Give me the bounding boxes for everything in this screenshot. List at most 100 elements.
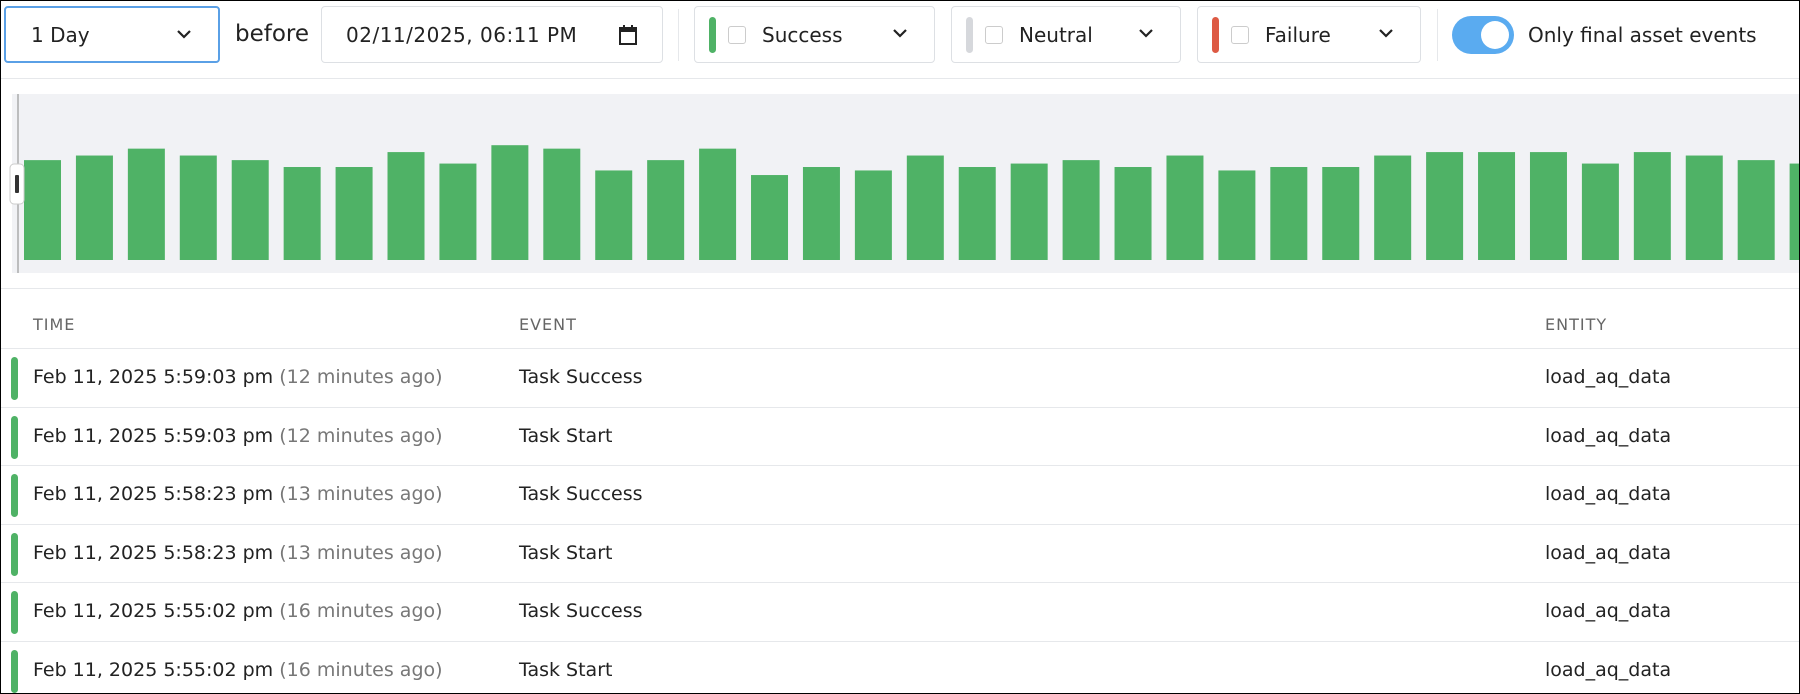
timestamp: Feb 11, 2025 5:59:03 pm xyxy=(33,366,274,388)
timeline-bar xyxy=(1529,152,1567,260)
time-cell: Feb 11, 2025 5:58:23 pm (13 minutes ago) xyxy=(33,483,443,505)
timeline-bar xyxy=(1737,160,1775,260)
toggle-label: Only final asset events xyxy=(1528,23,1757,47)
timeline-bar xyxy=(595,170,633,260)
timeline-bar xyxy=(1685,155,1723,260)
chevron xyxy=(893,29,907,38)
relative-time: (16 minutes ago) xyxy=(279,659,443,681)
timeline-bar xyxy=(854,170,892,260)
column-header: EVENT xyxy=(519,315,577,334)
timeline-bar xyxy=(127,148,165,260)
entity-cell: load_aq_data xyxy=(1545,541,1672,564)
timeline-bar xyxy=(958,167,996,260)
event-row[interactable]: Feb 11, 2025 5:59:03 pm (12 minutes ago)… xyxy=(1,406,1799,466)
timeline-bar xyxy=(906,155,944,260)
divider xyxy=(1437,9,1438,61)
timeline-bar xyxy=(335,167,373,260)
chevron xyxy=(1379,29,1393,38)
status-stripe xyxy=(11,650,18,693)
filter-failure[interactable]: Failure xyxy=(1197,6,1421,63)
status-stripe xyxy=(11,357,18,400)
timeline-bar xyxy=(1322,167,1360,260)
timeline-bar xyxy=(1581,163,1619,260)
event-cell: Task Start xyxy=(519,659,613,681)
checkbox[interactable] xyxy=(1231,25,1249,44)
event-cell: Task Start xyxy=(519,541,613,564)
relative-time: (12 minutes ago) xyxy=(279,424,443,447)
timeline-bar xyxy=(1270,167,1308,260)
relative-time: (13 minutes ago) xyxy=(279,541,443,564)
timestamp: Feb 11, 2025 5:58:23 pm xyxy=(33,483,274,506)
timeline-handle[interactable] xyxy=(9,163,25,205)
timeline-bar xyxy=(1218,170,1256,260)
timeline-bar xyxy=(1062,160,1100,260)
timeline-bar xyxy=(543,148,581,260)
column-header: ENTITY xyxy=(1545,315,1608,334)
timeline-bar xyxy=(1166,155,1204,260)
event-row[interactable]: Feb 11, 2025 5:58:23 pm (13 minutes ago)… xyxy=(1,523,1799,583)
status-stripe xyxy=(11,591,18,635)
event-row[interactable]: Feb 11, 2025 5:55:02 pm (16 minutes ago)… xyxy=(1,641,1799,693)
event-cell: Task Success xyxy=(519,366,643,388)
event-cell: Task Success xyxy=(519,600,643,623)
timeline xyxy=(12,94,1799,273)
filter-success[interactable]: Success xyxy=(694,6,935,63)
status-stripe xyxy=(966,16,973,53)
time-cell: Feb 11, 2025 5:55:02 pm (16 minutes ago) xyxy=(33,659,443,681)
timeline-bar xyxy=(647,160,685,260)
column-header: TIME xyxy=(33,315,76,334)
before-label: before xyxy=(235,21,310,47)
event-row[interactable]: Feb 11, 2025 5:58:23 pm (13 minutes ago)… xyxy=(1,465,1799,524)
timeline-bar xyxy=(1374,155,1412,260)
timeline-bar xyxy=(283,167,321,260)
toggle[interactable] xyxy=(1452,16,1514,54)
timestamp: Feb 11, 2025 5:55:02 pm xyxy=(33,600,274,623)
timeline-bar xyxy=(491,145,529,260)
entity-cell: load_aq_data xyxy=(1545,483,1672,506)
timeline-bar xyxy=(1426,152,1464,260)
checkbox[interactable] xyxy=(728,25,746,44)
timeline-bar xyxy=(24,160,61,260)
checkbox[interactable] xyxy=(985,25,1003,44)
range-select[interactable]: 1 Day xyxy=(4,6,220,63)
timeline-bar xyxy=(439,163,477,260)
date-value: 02/11/2025, 06:11 PM xyxy=(346,22,578,47)
relative-time: (12 minutes ago) xyxy=(279,366,443,388)
event-cell: Task Start xyxy=(519,424,613,447)
filter-label: Success xyxy=(762,22,843,47)
timeline-bar xyxy=(699,148,737,260)
range-label: 1 Day xyxy=(31,22,90,47)
time-cell: Feb 11, 2025 5:59:03 pm (12 minutes ago) xyxy=(33,425,443,447)
timeline-bar xyxy=(751,175,789,260)
divider xyxy=(1,288,1799,289)
timeline-bar xyxy=(75,155,113,260)
divider xyxy=(1,78,1799,79)
timeline-bar xyxy=(1789,163,1799,260)
timeline-bar xyxy=(231,160,269,260)
status-stripe xyxy=(1212,16,1219,53)
filter-label: Neutral xyxy=(1019,22,1093,47)
date-input[interactable]: 02/11/2025, 06:11 PM xyxy=(321,6,663,63)
filter-neutral[interactable]: Neutral xyxy=(951,6,1181,63)
time-cell: Feb 11, 2025 5:58:23 pm (13 minutes ago) xyxy=(33,542,443,564)
filter-label: Failure xyxy=(1265,22,1331,47)
status-stripe xyxy=(11,415,18,459)
status-stripe xyxy=(11,532,18,576)
timeline-bar xyxy=(387,152,425,260)
time-cell: Feb 11, 2025 5:59:03 pm (12 minutes ago) xyxy=(33,366,443,388)
entity-cell: load_aq_data xyxy=(1545,424,1672,447)
entity-cell: load_aq_data xyxy=(1545,366,1672,388)
timeline-bar xyxy=(1478,152,1516,260)
event-row[interactable]: Feb 11, 2025 5:55:02 pm (16 minutes ago)… xyxy=(1,582,1799,641)
chevron xyxy=(1139,29,1153,38)
entity-cell: load_aq_data xyxy=(1545,659,1672,681)
timestamp: Feb 11, 2025 5:59:03 pm xyxy=(33,424,274,447)
timestamp: Feb 11, 2025 5:58:23 pm xyxy=(33,541,274,564)
timestamp: Feb 11, 2025 5:55:02 pm xyxy=(33,659,274,681)
event-cell: Task Success xyxy=(519,483,643,506)
timeline-bar xyxy=(1114,167,1152,260)
divider xyxy=(678,9,679,61)
timeline-bar xyxy=(179,155,217,260)
event-row[interactable]: Feb 11, 2025 5:59:03 pm (12 minutes ago)… xyxy=(1,348,1799,407)
